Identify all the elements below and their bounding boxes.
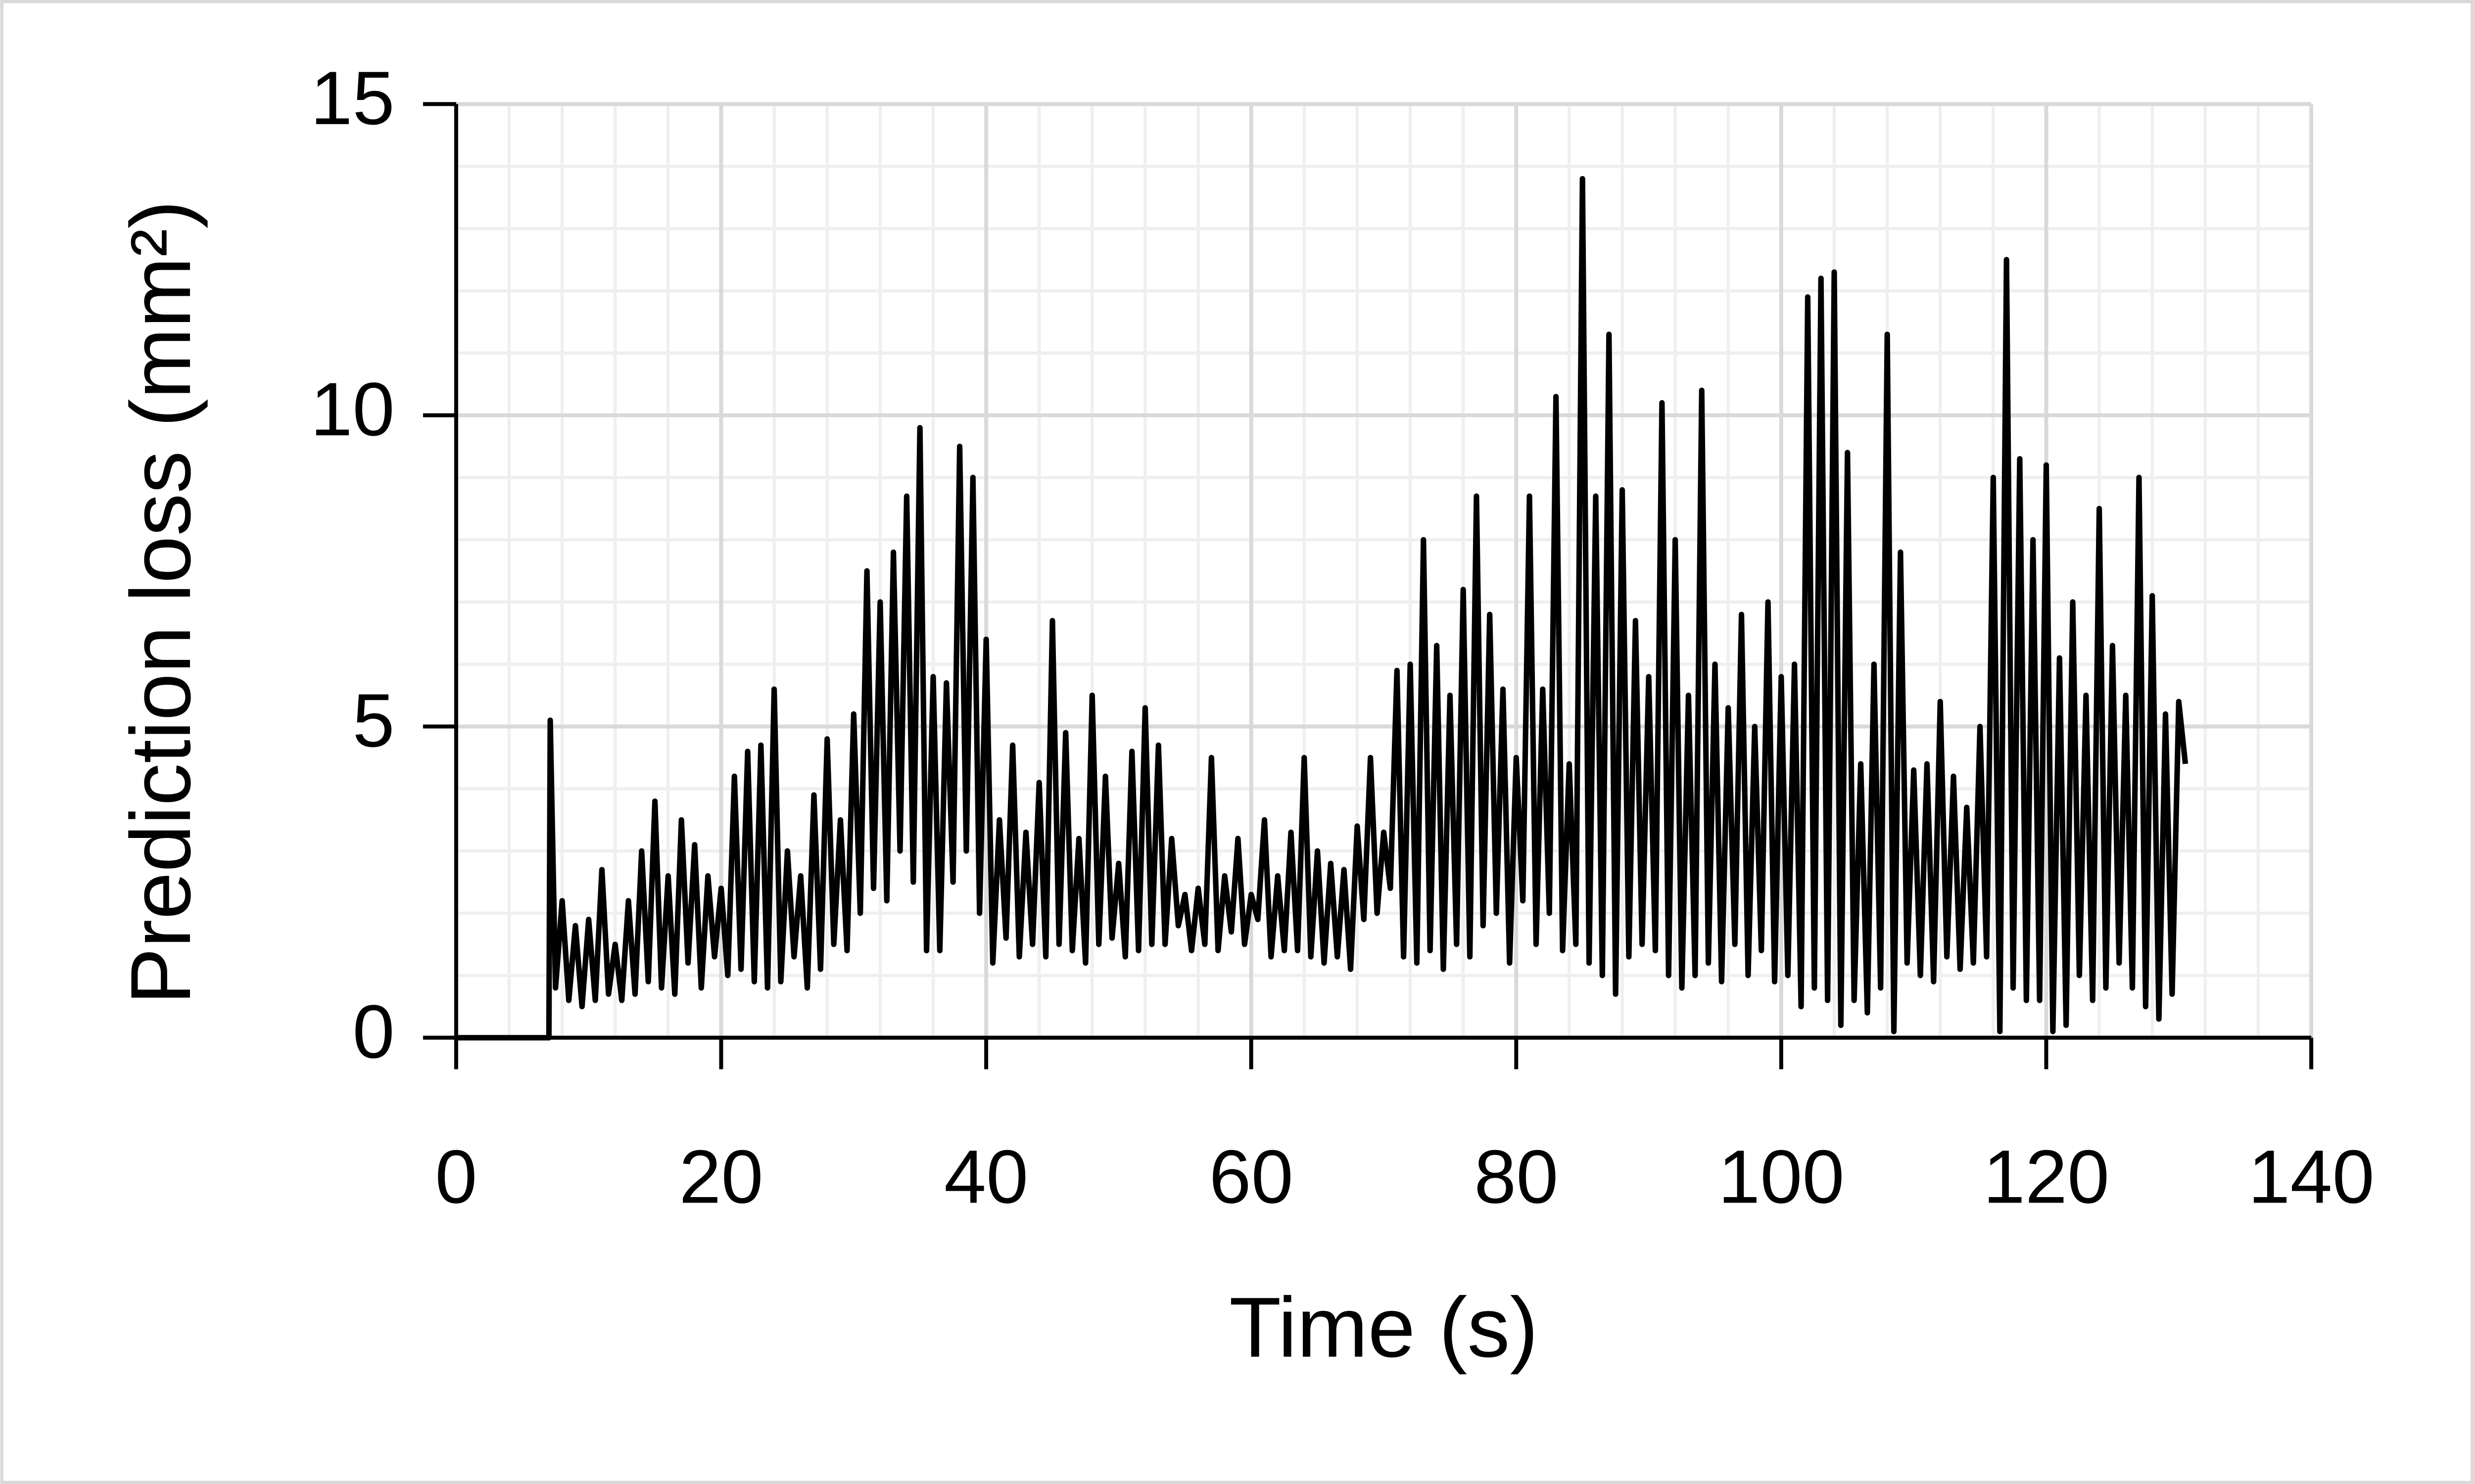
x-tick-label: 20 [679,1134,763,1219]
x-tick-label: 60 [1209,1134,1293,1219]
y-tick-label: 5 [352,678,394,763]
y-axis-title: Prediction loss (mm²) [113,200,208,1005]
axes: 0 20 40 60 80 100 120 140 0 5 10 15 [310,56,2374,1219]
x-tick-label: 140 [2248,1134,2374,1219]
plot [456,176,2189,1041]
y-tick-label: 10 [310,367,394,452]
x-tick-label: 80 [1474,1134,1558,1219]
x-tick-label: 0 [435,1134,477,1219]
x-tick-label: 40 [944,1134,1028,1219]
x-tick-label: 120 [1983,1134,2109,1219]
data-line [456,176,2189,1041]
y-tick-label: 15 [310,56,394,140]
x-axis-title: Time (s) [1229,1280,1538,1375]
x-tick-label: 100 [1718,1134,1844,1219]
y-tick-label: 0 [352,989,394,1074]
